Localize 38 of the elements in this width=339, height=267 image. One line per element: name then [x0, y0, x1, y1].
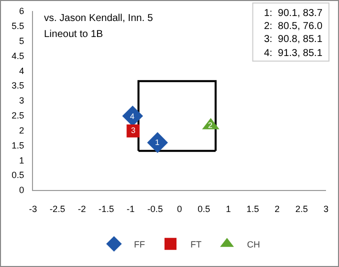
y-tick-label: 3	[19, 96, 24, 106]
annotation: 3: 90.8, 85.1	[264, 34, 323, 45]
legend-label: FF	[134, 239, 146, 250]
y-tick-label: 3.5	[12, 80, 24, 91]
text: Lineout to 1B	[44, 29, 104, 40]
x-tick-label: -2	[78, 204, 86, 214]
x-tick-label: -0.5	[147, 204, 163, 214]
chart-title: vs. Jason Kendall, Inn. 5	[44, 13, 154, 24]
y-tick-label: 5	[19, 36, 24, 46]
y-tick-label: 4	[19, 66, 24, 76]
y-tick-label: 2	[19, 125, 24, 136]
x-tick-label: -3	[28, 204, 38, 214]
x-tick-label: 0	[176, 204, 182, 214]
x-tick-label: 1	[226, 204, 231, 214]
y-tick-label: 2.5	[12, 110, 24, 121]
x-tick-label: 1.5	[246, 204, 260, 214]
y-tick-label: 4.5	[12, 50, 24, 61]
x-tick-label: 2	[274, 204, 280, 214]
y-tick-label: 1.5	[12, 140, 24, 150]
x-tick-label: 3	[323, 204, 329, 214]
x-tick-label: -1.5	[98, 204, 114, 214]
annotation: 4	[130, 112, 135, 121]
legend-label: FT	[190, 239, 202, 250]
y-tick-label: 6	[19, 6, 24, 16]
annotation: 2: 80.5, 76.0	[264, 21, 323, 32]
annotation: 3	[131, 126, 136, 135]
y-tick-label: 0.5	[12, 170, 24, 180]
x-tick-label: -2.5	[50, 204, 66, 214]
annotation: 1: 90.1, 83.7	[264, 8, 323, 19]
y-tick-label: 0	[19, 185, 24, 196]
x-tick-label: 2.5	[295, 204, 308, 214]
x-tick-label: -1	[126, 204, 135, 214]
x-tick-label: 0.5	[198, 204, 210, 214]
annotation: 1	[155, 138, 160, 147]
annotation: 4: 91.3, 85.1	[264, 48, 323, 59]
y-tick-label: 5.5	[12, 21, 24, 32]
legend-label: CH	[246, 239, 260, 250]
y-tick-label: 1	[19, 155, 24, 166]
